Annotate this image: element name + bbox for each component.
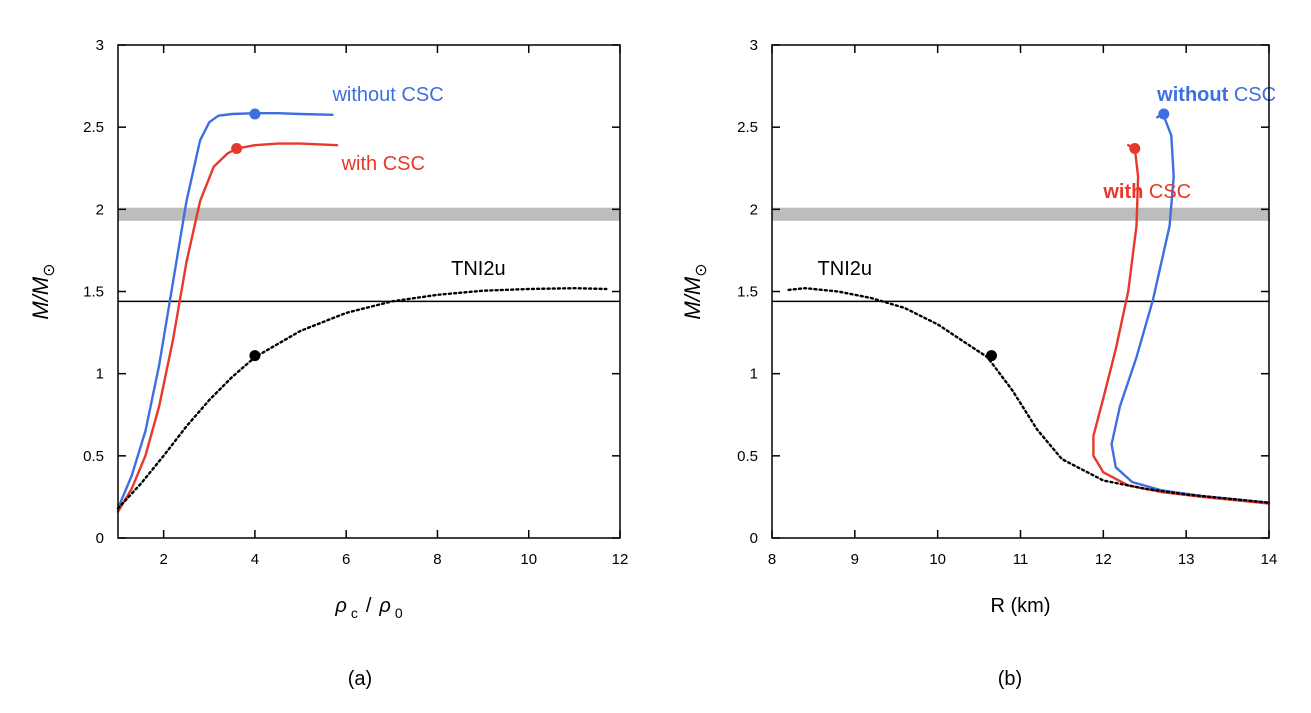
x-tick-label-a: 2: [159, 551, 167, 568]
series-marker-a: [231, 143, 243, 155]
y-tick-label-a: 2.5: [83, 119, 104, 136]
y-tick-label-b: 3: [750, 37, 758, 54]
y-tick-label-a: 1.5: [83, 284, 104, 301]
panel-a: without CSC with CSC TNI2u 2 4 6 8 10 12 0 0.5 1 1.…: [28, 37, 628, 690]
band-rect-a: [118, 207, 620, 221]
series-label-a: TNI2u: [451, 258, 505, 280]
y-tick-label-b: 0: [750, 530, 758, 547]
observed-mass-band-a: [118, 207, 620, 221]
y-axis-label-b: M/M⊙: [680, 263, 710, 319]
band-rect-b: [772, 207, 1269, 221]
plot-frame-a: [117, 44, 621, 539]
series-marker-a: [249, 108, 261, 120]
x-tick-label-b: 13: [1178, 551, 1195, 568]
y-tick-label-a: 1: [96, 366, 104, 383]
x-tick-label-b: 9: [851, 551, 859, 568]
y-tick-label-a: 3: [96, 37, 104, 54]
y-tick-label-a: 0: [96, 530, 104, 547]
series-label-b: without CSC: [1156, 84, 1276, 106]
y-tick-label-b: 0.5: [737, 448, 758, 465]
y-tick-label-a: 0.5: [83, 448, 104, 465]
panel-label-b: (b): [998, 668, 1022, 690]
x-tick-label-b: 14: [1261, 551, 1278, 568]
series-line-b: [787, 287, 1271, 504]
y-tick-label-b: 1: [750, 366, 758, 383]
observed-mass-band-b: [772, 207, 1269, 221]
x-tick-label-b: 11: [1013, 551, 1029, 568]
series-layer-a: without CSC with CSC TNI2u: [116, 84, 608, 513]
series-line-b: [1110, 112, 1271, 504]
x-tick-label-b: 10: [929, 551, 946, 568]
x-tick-label-a: 6: [342, 551, 350, 568]
x-axis-label-a: ρ c / ρ 0: [334, 595, 403, 621]
x-tick-label-a: 8: [433, 551, 441, 568]
series-label-a: without CSC: [331, 84, 443, 106]
x-tick-label-b: 8: [768, 551, 776, 568]
x-tick-label-a: 4: [251, 551, 259, 568]
x-tick-label-b: 12: [1095, 551, 1112, 568]
ticks-a: 2 4 6 8 10 12 0 0.5 1 1.5 2 2.5 3: [83, 37, 628, 568]
series-marker-a: [249, 350, 261, 362]
series-layer-b: without CSC with CSC TNI2u: [787, 84, 1276, 505]
series-line-a: [116, 142, 339, 513]
x-tick-label-a: 12: [612, 551, 629, 568]
y-tick-label-b: 2.5: [737, 119, 758, 136]
series-marker-b: [1158, 108, 1170, 120]
series-label-a: with CSC: [341, 153, 425, 175]
x-axis-label-b: R (km): [991, 595, 1051, 617]
plot-frame-b: [771, 44, 1270, 539]
y-axis-label-a: M/M⊙: [28, 263, 58, 319]
series-label-b: TNI2u: [818, 258, 872, 280]
panel-label-a: (a): [348, 668, 372, 690]
series-marker-b: [986, 350, 998, 362]
series-line-a: [116, 287, 608, 510]
series-label-b: with CSC: [1102, 181, 1191, 203]
series-marker-b: [1129, 143, 1141, 155]
y-tick-label-b: 1.5: [737, 284, 758, 301]
ticks-b: 8 9 10 11 12 13 14 0 0.5 1 1.5 2 2.5 3: [737, 37, 1277, 568]
x-tick-label-a: 10: [520, 551, 537, 568]
y-tick-label-a: 2: [96, 201, 104, 218]
y-tick-label-b: 2: [750, 201, 758, 218]
series-line-a: [116, 111, 334, 510]
